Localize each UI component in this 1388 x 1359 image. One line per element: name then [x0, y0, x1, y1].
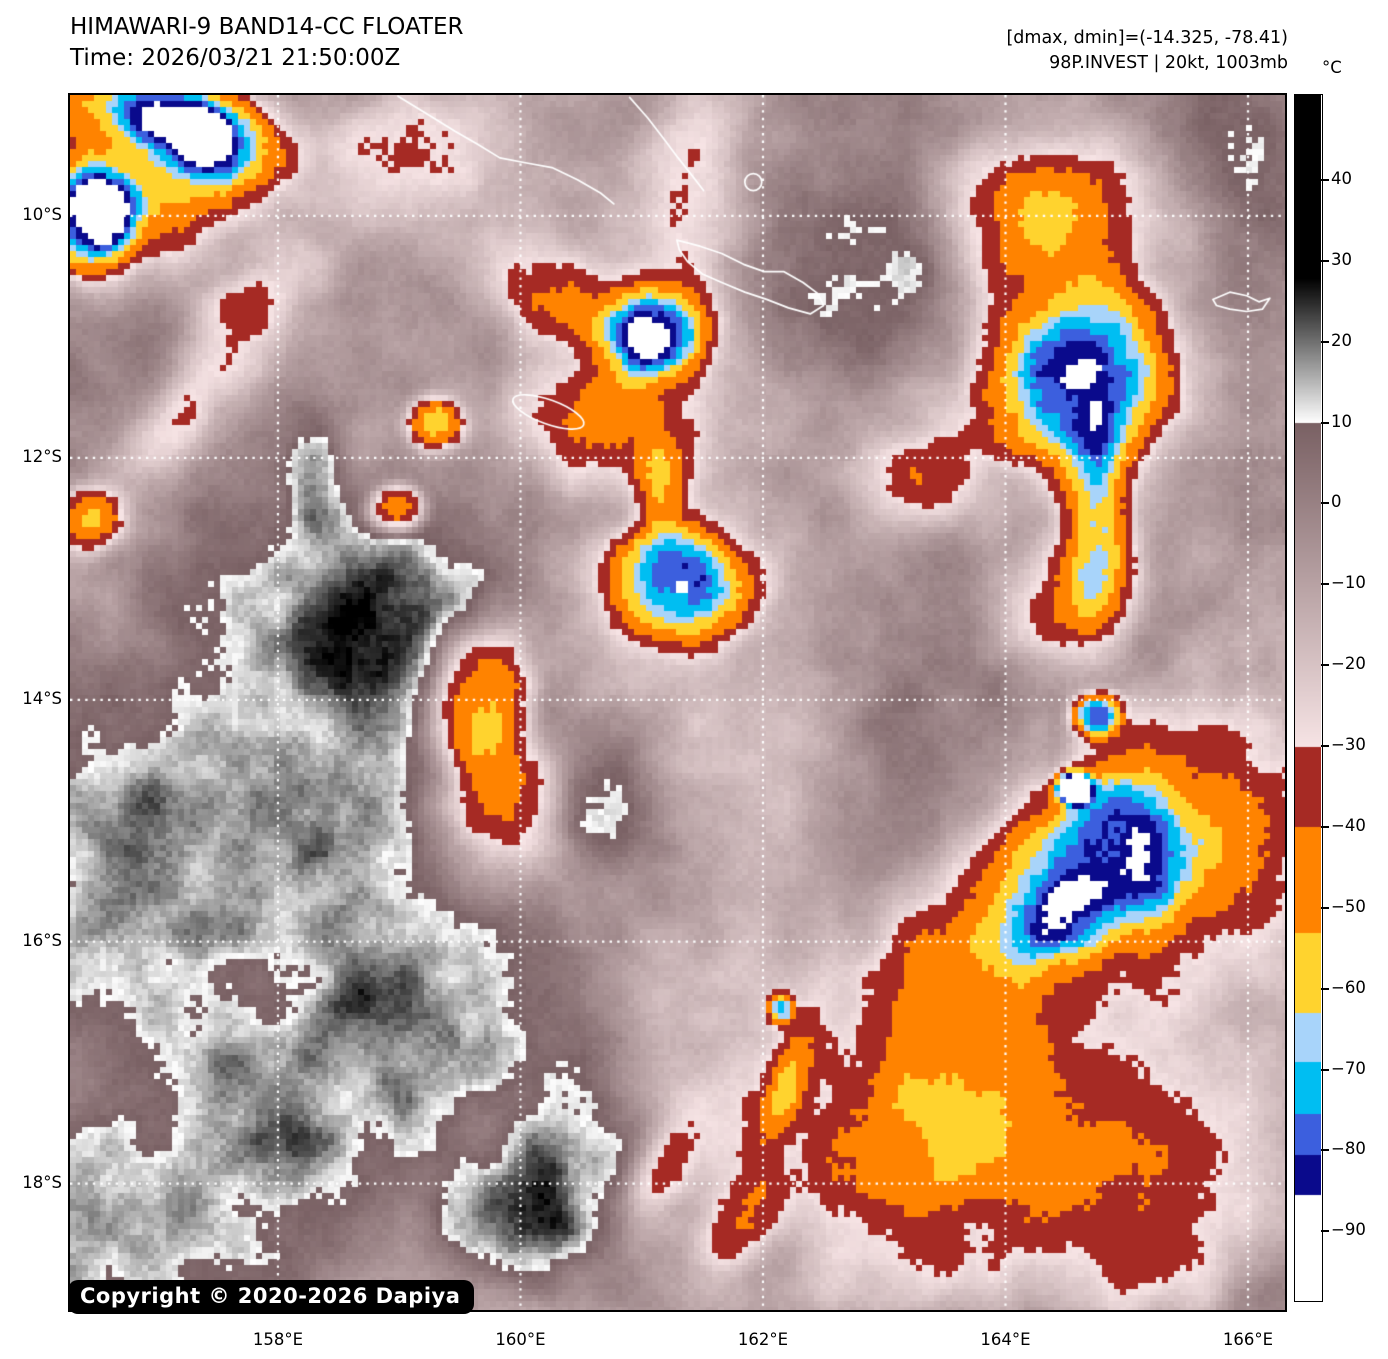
- colorbar-tick-label: −70: [1331, 1058, 1366, 1078]
- colorbar-tick-mark: [1321, 340, 1329, 343]
- x-tick-label: 166°E: [1222, 1330, 1274, 1349]
- colorbar-tick-mark: [1321, 259, 1329, 262]
- colorbar-tick-label: −80: [1331, 1139, 1366, 1159]
- colorbar-tick-label: −40: [1331, 815, 1366, 835]
- page-title: HIMAWARI-9 BAND14-CC FLOATER: [70, 14, 464, 40]
- colorbar-tick-label: −20: [1331, 654, 1366, 674]
- colorbar-unit-label: °C: [1322, 58, 1342, 77]
- colorbar-tick-mark: [1321, 745, 1329, 748]
- colorbar-tick-label: −30: [1331, 735, 1366, 755]
- colorbar-tick-mark: [1321, 1149, 1329, 1152]
- timestamp: Time: 2026/03/21 21:50:00Z: [70, 45, 401, 71]
- colorbar-tick-mark: [1321, 502, 1329, 505]
- satellite-image: [70, 95, 1285, 1310]
- x-tick-label: 164°E: [980, 1330, 1031, 1349]
- x-tick-label: 158°E: [252, 1330, 304, 1349]
- y-tick-label: 10°S: [22, 204, 62, 224]
- colorbar: [1295, 95, 1321, 1300]
- colorbar-tick-label: 0: [1331, 492, 1342, 512]
- y-tick-label: 14°S: [22, 688, 62, 708]
- colorbar-tick-mark: [1321, 987, 1329, 990]
- y-tick-label: 12°S: [22, 446, 62, 466]
- annotation-block: [dmax, dmin]=(-14.325, -78.41) 98P.INVES…: [1006, 26, 1288, 76]
- colorbar-tick-mark: [1321, 906, 1329, 909]
- colorbar-tick-label: −60: [1331, 977, 1366, 997]
- copyright-badge: Copyright © 2020-2026 Dapiya: [68, 1280, 475, 1314]
- colorbar-tick-label: 40: [1331, 168, 1352, 188]
- y-tick-label: 16°S: [22, 930, 62, 950]
- colorbar-tick-label: −10: [1331, 573, 1366, 593]
- x-tick-label: 160°E: [495, 1330, 546, 1349]
- storm-annotation: 98P.INVEST | 20kt, 1003mb: [1049, 53, 1288, 73]
- colorbar-tick-mark: [1321, 1068, 1329, 1071]
- colorbar-tick-mark: [1321, 825, 1329, 828]
- colorbar-tick-mark: [1321, 583, 1329, 586]
- colorbar-tick-label: 10: [1331, 411, 1352, 431]
- colorbar-tick-mark: [1321, 178, 1329, 181]
- colorbar-tick-label: 30: [1331, 249, 1352, 269]
- colorbar-tick-mark: [1321, 1230, 1329, 1233]
- y-tick-label: 18°S: [22, 1172, 62, 1192]
- colorbar-tick-label: −90: [1331, 1220, 1366, 1240]
- title-block: HIMAWARI-9 BAND14-CC FLOATER Time: 2026/…: [70, 12, 463, 74]
- dminmax-annotation: [dmax, dmin]=(-14.325, -78.41): [1006, 28, 1288, 48]
- colorbar-tick-mark: [1321, 664, 1329, 667]
- colorbar-tick-mark: [1321, 421, 1329, 424]
- colorbar-tick-label: −50: [1331, 896, 1366, 916]
- colorbar-tick-label: 20: [1331, 330, 1352, 350]
- x-tick-label: 162°E: [737, 1330, 789, 1349]
